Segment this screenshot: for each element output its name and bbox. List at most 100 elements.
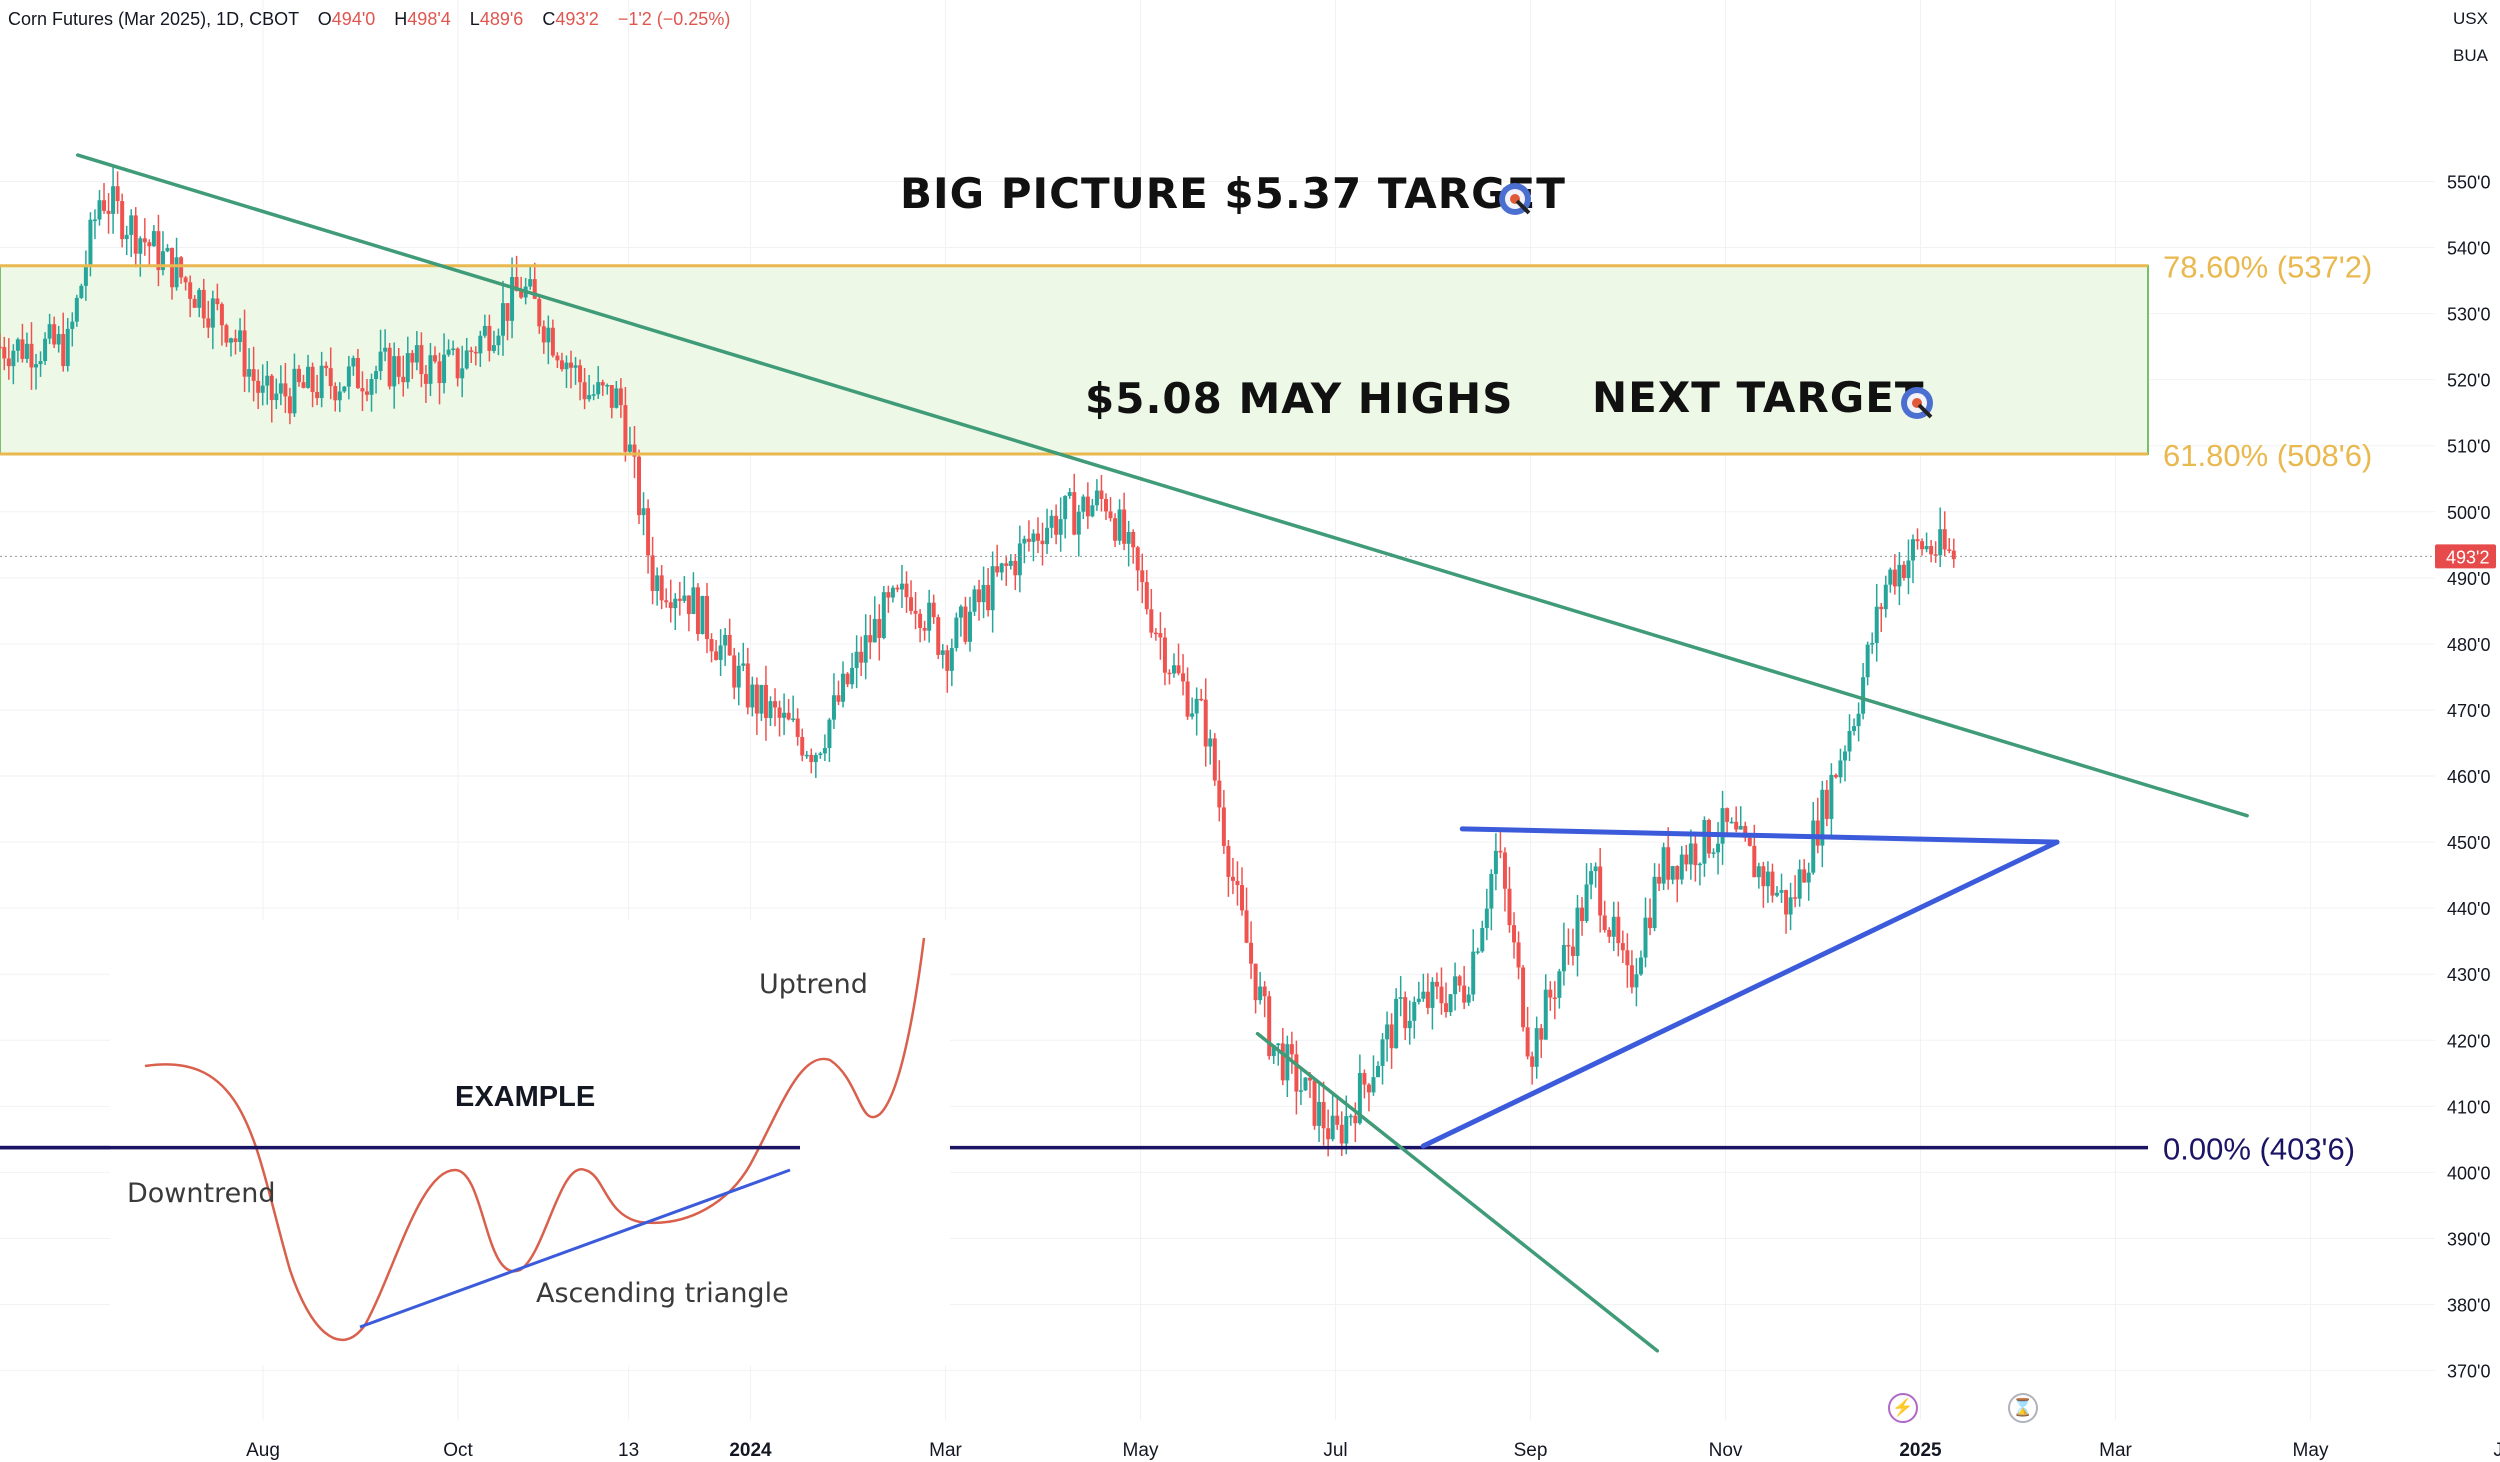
candle-body — [782, 712, 787, 718]
candle-body — [464, 350, 469, 369]
candle-body — [1806, 872, 1811, 883]
candle-body — [419, 345, 424, 375]
candle-body — [1217, 780, 1222, 808]
candle-body — [1081, 496, 1086, 512]
candle-body — [251, 369, 256, 381]
candle-body — [1870, 642, 1875, 645]
candle-body — [165, 248, 170, 252]
candle-body — [1045, 527, 1050, 545]
candle-body — [709, 639, 714, 652]
candle-body — [500, 303, 505, 336]
candle-body — [174, 257, 179, 288]
candle-body — [1797, 869, 1802, 899]
trendline-downtrend-resistance — [76, 153, 2249, 818]
candle-body — [655, 575, 660, 592]
candle-body — [578, 365, 583, 383]
candle-body — [1847, 731, 1852, 752]
target-icon — [1499, 183, 1531, 215]
candle-body — [1507, 888, 1512, 926]
annotation-next-target: NEXT TARGET — [1592, 373, 1925, 422]
candle-body — [1162, 637, 1167, 673]
candle-body — [1448, 994, 1453, 1013]
x-tick-label: Nov — [1709, 1440, 1743, 1461]
y-tick-label: 390'0 — [2447, 1229, 2490, 1249]
unit-bua-label[interactable]: BUA — [2453, 46, 2488, 65]
candle-body — [1874, 606, 1879, 643]
candle-body — [795, 718, 800, 737]
candle-body — [92, 219, 97, 222]
candle-body — [691, 587, 696, 615]
candle-body — [88, 219, 93, 267]
candle-body — [147, 242, 152, 247]
candle-body — [1067, 492, 1072, 496]
candle-body — [1412, 1002, 1417, 1021]
candle-body — [160, 251, 165, 271]
candle-body — [1190, 713, 1195, 717]
candle-body — [777, 707, 782, 718]
candle-body — [392, 356, 397, 387]
candle-body — [718, 645, 723, 660]
candle-body — [487, 325, 492, 351]
candle-body — [940, 650, 945, 655]
candle-body — [274, 393, 279, 401]
annotation-may-highs: $5.08 MAY HIGHS — [1085, 374, 1513, 423]
candle-body — [496, 335, 501, 346]
candle-body — [754, 684, 759, 714]
annotations: BIG PICTURE $5.37 TARGET $5.08 MAY HIGHS N… — [900, 169, 1933, 423]
candle-body — [1933, 554, 1938, 556]
candle-body — [854, 651, 859, 668]
y-tick-label: 520'0 — [2447, 371, 2490, 391]
candle-body — [773, 701, 778, 708]
candle-body — [1004, 563, 1009, 566]
candle-body — [818, 753, 823, 756]
hourglass-icon[interactable]: ⌛ — [2008, 1393, 2038, 1423]
candle-body — [981, 584, 986, 603]
candle-body — [1285, 1044, 1290, 1081]
candle-body — [1580, 907, 1585, 922]
candle-body — [1462, 985, 1467, 1003]
candle-body — [269, 375, 274, 401]
lightning-icon[interactable]: ⚡ — [1888, 1393, 1918, 1423]
candle-body — [1353, 1115, 1358, 1124]
candle-body — [337, 391, 342, 401]
candle-body — [1493, 850, 1498, 874]
candle-body — [1249, 942, 1254, 964]
candle-body — [0, 346, 2, 349]
candle-body — [1852, 726, 1857, 732]
candle-body — [120, 201, 125, 240]
candle-body — [1634, 974, 1639, 988]
candle-body — [759, 684, 764, 714]
candle-body — [1570, 946, 1575, 956]
candle-body — [1058, 519, 1063, 535]
candle-body — [1897, 564, 1902, 587]
candle-body — [1861, 677, 1866, 714]
time-axis[interactable]: Aug Oct 13 2024 Mar May Jul Sep Nov 2025 Mar May Jul — [246, 1440, 2500, 1461]
candle-body — [423, 374, 428, 384]
candle-body — [1702, 819, 1707, 864]
candle-body — [1530, 1056, 1535, 1067]
candle-body — [1303, 1077, 1308, 1091]
candle-body — [1031, 533, 1036, 542]
candle-body — [1788, 897, 1793, 915]
candle-body — [532, 279, 537, 299]
unit-usx-label[interactable]: USX — [2453, 9, 2488, 28]
candle-body — [791, 718, 796, 721]
y-tick-label: 470'0 — [2447, 701, 2490, 721]
candle-body — [482, 325, 487, 336]
y-tick-label: 380'0 — [2447, 1296, 2490, 1316]
candle-body — [414, 345, 419, 363]
candle-body — [1434, 981, 1439, 987]
price-axis[interactable]: 370'0 380'0 390'0 400'0 410'0 420'0 430'0 440'0… — [2435, 0, 2500, 1462]
candle-body — [1725, 808, 1730, 822]
y-tick-label: 500'0 — [2447, 503, 2490, 523]
candle-body — [895, 587, 900, 590]
y-tick-label: 370'0 — [2447, 1362, 2490, 1382]
candle-body — [1380, 1039, 1385, 1066]
candle-body — [1679, 854, 1684, 880]
candle-body — [845, 673, 850, 685]
candle-body — [1770, 871, 1775, 896]
candle-body — [473, 351, 478, 354]
candle-body — [247, 369, 252, 377]
candle-body — [528, 279, 533, 287]
